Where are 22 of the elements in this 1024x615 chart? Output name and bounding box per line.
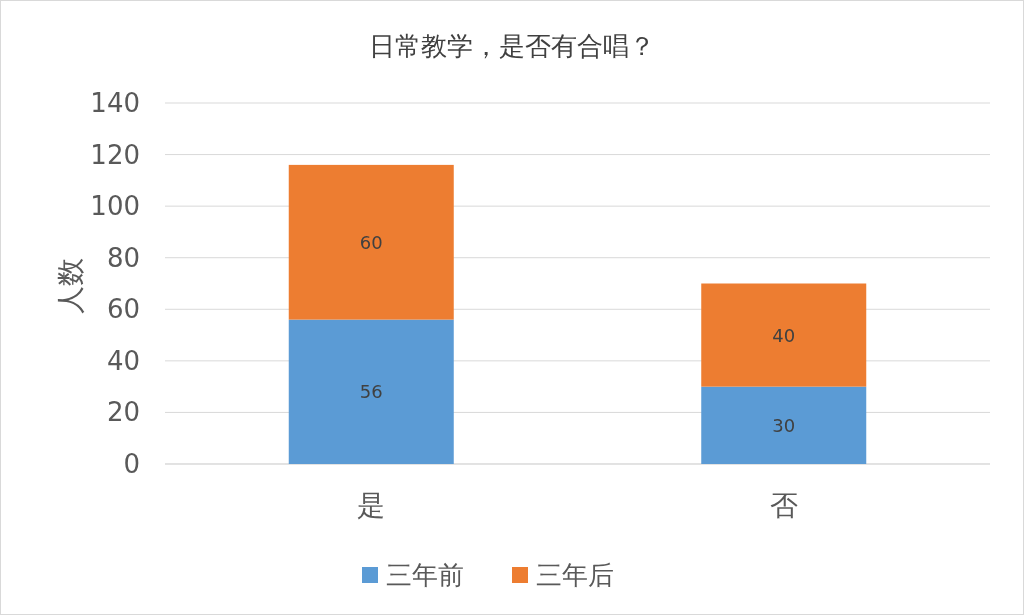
x-tick-label: 否	[769, 488, 798, 522]
bar	[701, 283, 867, 387]
data-label: 60	[359, 231, 383, 253]
legend-label: 三年后	[536, 560, 614, 590]
data-label: 56	[359, 381, 383, 403]
y-tick-label: 100	[90, 191, 140, 222]
y-tick-label: 60	[106, 294, 140, 325]
y-tick-label: 80	[106, 242, 140, 273]
chart-title: 日常教学，是否有合唱？	[369, 31, 655, 61]
y-tick-label: 40	[106, 345, 140, 376]
y-tick-label: 140	[90, 88, 140, 118]
x-tick-label: 是	[357, 488, 386, 522]
data-label: 30	[772, 414, 796, 436]
bar	[288, 319, 454, 464]
y-axis-title: 人数	[53, 257, 87, 314]
data-label: 40	[772, 324, 796, 346]
y-tick-label: 20	[106, 397, 140, 428]
y-tick-label: 0	[123, 449, 140, 479]
legend-label: 三年前	[386, 560, 464, 590]
y-tick-label: 120	[90, 139, 140, 170]
bar	[288, 164, 454, 320]
bar	[701, 386, 867, 464]
